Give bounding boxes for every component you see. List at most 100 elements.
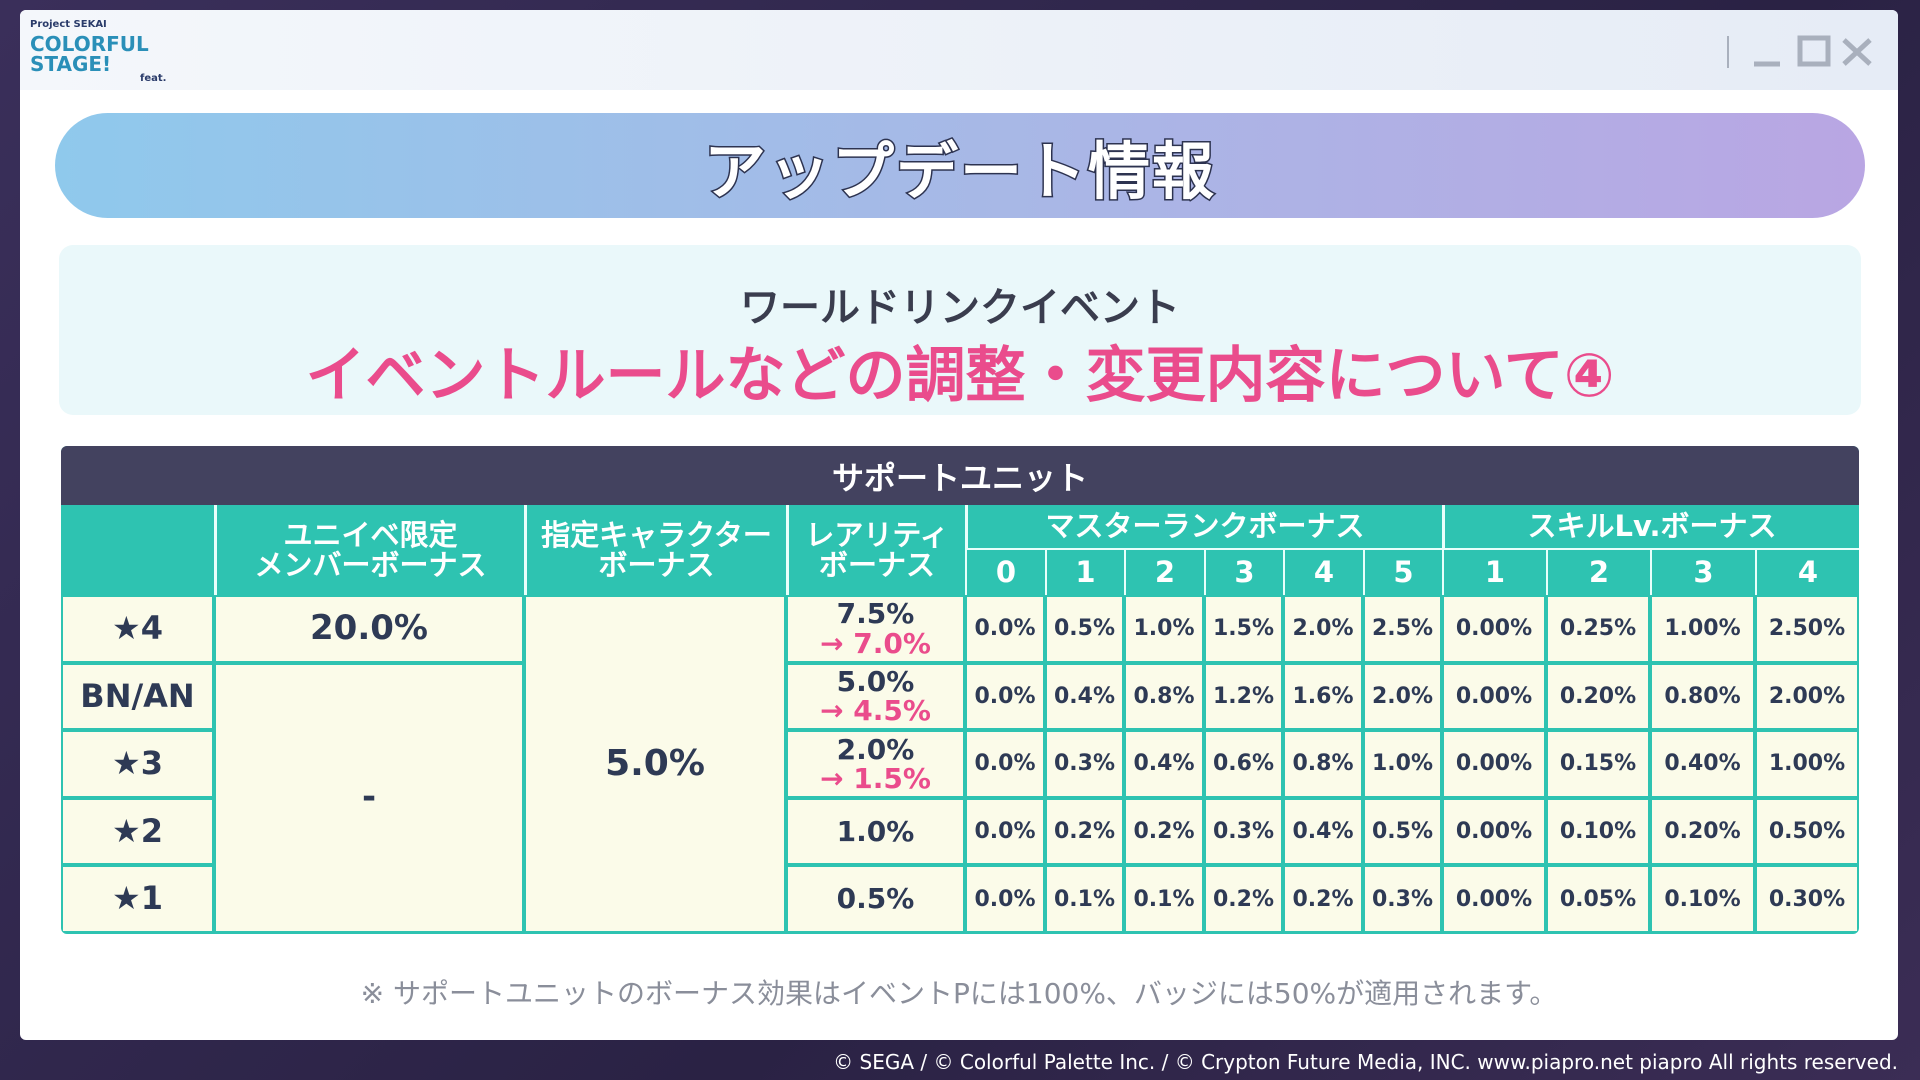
master-rank-cell: 0.5% (1365, 799, 1440, 864)
skill-level-value: 0.50% (1768, 819, 1846, 845)
rarity-cell: BN/AN (63, 664, 212, 729)
skill-level-cell: 0.15% (1548, 732, 1648, 796)
level-label: 5 (1393, 555, 1414, 590)
rarity-bonus-after: → 4.5% (820, 694, 931, 728)
rarity-bonus: 0.5% (836, 882, 915, 916)
master-rank-value: 0.2% (1212, 886, 1274, 912)
banner-title: アップデート情報 (702, 133, 1216, 209)
rarity-label: ★2 (112, 811, 163, 850)
level-label: 4 (1313, 555, 1335, 590)
master-rank-cell: 1.2% (1206, 664, 1281, 729)
master-rank-value: 2.0% (1371, 683, 1433, 709)
master-rank-cell: 0.2% (1126, 799, 1202, 864)
skill-level-value: 0.00% (1455, 616, 1533, 642)
skill-level-cell: 0.20% (1548, 664, 1648, 729)
skill-level-value: 0.00% (1455, 886, 1533, 912)
master-rank-cell: 0.3% (1206, 799, 1281, 864)
skill-level-cell: 0.25% (1548, 597, 1648, 661)
window-controls (1727, 35, 1874, 68)
level-cell: 0 (965, 550, 1045, 595)
skill-level-cell: 1.00% (1757, 732, 1857, 796)
level-cell: 1 (1045, 550, 1124, 595)
rarity-label: ★3 (112, 744, 163, 783)
master-rank-value: 0.1% (1053, 886, 1115, 912)
header-cell: レアリティ ボーナス (786, 505, 965, 595)
level-cell: 4 (1755, 550, 1859, 595)
master-rank-cell: 2.0% (1285, 597, 1361, 661)
skill-level-cell: 2.00% (1757, 664, 1857, 729)
minimize-button[interactable] (1750, 36, 1784, 68)
master-rank-value: 0.3% (1053, 751, 1115, 777)
notice: ワールドリンクイベント イベントルールなどの調整・変更内容について④ (59, 245, 1861, 415)
master-rank-cell: 0.3% (1047, 732, 1122, 796)
master-rank-value: 0.5% (1053, 616, 1115, 642)
master-rank-value: 0.6% (1212, 751, 1274, 777)
skill-level-cell: 0.00% (1444, 867, 1544, 931)
skill-level-cell: 0.30% (1757, 867, 1857, 931)
skill-level-cell: 2.50% (1757, 597, 1857, 661)
master-rank-cell: 0.0% (967, 597, 1043, 661)
rarity-bonus-before: 7.5% (836, 597, 915, 631)
master-rank-cell: 0.2% (1047, 799, 1122, 864)
rarity-bonus-cell: 7.5% → 7.0% (788, 597, 963, 661)
master-rank-value: 0.1% (1133, 886, 1195, 912)
window: Project SEKAI COLORFUL STAGE! feat. アップデ… (20, 10, 1898, 1040)
skill-level-cell: 0.05% (1548, 867, 1648, 931)
rarity-label: ★4 (112, 609, 163, 647)
master-rank-cell: 0.6% (1206, 732, 1281, 796)
skill-level-cell: 0.40% (1652, 732, 1753, 796)
master-rank-cell: 1.5% (1206, 597, 1281, 661)
level-label: 2 (1154, 555, 1176, 590)
master-rank-cell: 0.8% (1126, 664, 1202, 729)
rarity-label: ★1 (112, 879, 163, 918)
master-rank-value: 1.2% (1212, 683, 1274, 709)
skill-level-cell: 0.10% (1548, 799, 1648, 864)
header-line: レアリティ (805, 517, 949, 552)
skill-level-value: 1.00% (1768, 751, 1846, 777)
close-button[interactable] (1840, 36, 1874, 68)
character-bonus: 5.0% (605, 743, 705, 785)
level-label: 0 (995, 555, 1017, 590)
rarity-cell: ★2 (63, 799, 212, 864)
skill-level-value: 0.20% (1559, 683, 1637, 709)
logo-main: COLORFUL STAGE! (30, 32, 149, 76)
skill-level-cell: 0.00% (1444, 799, 1544, 864)
master-rank-cell: 0.4% (1285, 799, 1361, 864)
rarity-cell: ★1 (63, 867, 212, 931)
master-rank-cell: 0.1% (1047, 867, 1122, 931)
skill-level-value: 2.00% (1768, 683, 1846, 709)
rarity-bonus-before: 5.0% (836, 665, 915, 698)
header-group-label: マスターランクボーナス (1045, 509, 1365, 544)
skill-level-value: 0.80% (1664, 683, 1741, 709)
master-rank-value: 1.0% (1133, 616, 1195, 642)
maximize-button[interactable] (1797, 35, 1831, 67)
header-group-label: スキルLv.ボーナス (1527, 509, 1777, 544)
master-rank-value: 0.0% (974, 683, 1036, 709)
skill-level-value: 0.40% (1664, 751, 1741, 777)
master-rank-cell: 0.1% (1126, 867, 1202, 931)
skill-level-value: 0.25% (1559, 616, 1637, 642)
header-line: 指定キャラクター (541, 517, 772, 552)
skill-level-value: 0.00% (1455, 683, 1533, 709)
master-rank-value: 0.2% (1292, 886, 1354, 912)
skill-level-cell: 0.80% (1652, 664, 1753, 729)
title-bar: Project SEKAI COLORFUL STAGE! feat. (20, 10, 1898, 90)
skill-level-cell: 0.20% (1652, 799, 1753, 864)
master-rank-cell: 0.4% (1047, 664, 1122, 729)
master-rank-value: 1.5% (1212, 616, 1274, 642)
skill-level-value: 0.20% (1664, 819, 1741, 845)
master-rank-value: 0.0% (974, 886, 1036, 912)
banner: アップデート情報 (55, 113, 1865, 218)
skill-level-value: 0.15% (1559, 751, 1637, 777)
header-cell: ユニイベ限定 メンバーボーナス (214, 505, 524, 595)
level-cell: 2 (1124, 550, 1204, 595)
master-rank-cell: 2.0% (1365, 664, 1440, 729)
rarity-bonus-cell: 2.0% → 1.5% (788, 732, 963, 796)
skill-level-value: 1.00% (1664, 616, 1741, 642)
skill-level-value: 0.05% (1559, 886, 1637, 912)
skill-level-cell: 0.00% (1444, 597, 1544, 661)
level-label: 1 (1484, 555, 1506, 590)
master-rank-cell: 0.0% (967, 732, 1043, 796)
master-rank-value: 1.0% (1371, 751, 1433, 777)
